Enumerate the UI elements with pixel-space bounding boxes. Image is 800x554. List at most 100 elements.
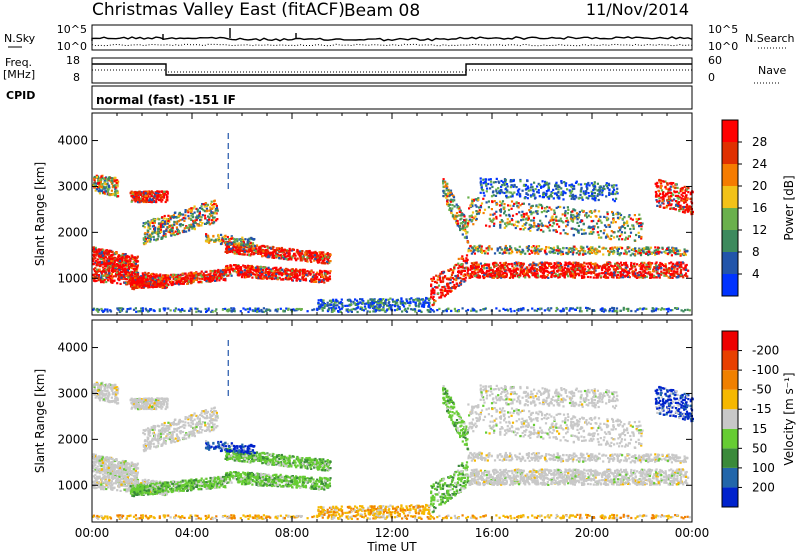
radar-echo-mark xyxy=(265,277,269,280)
radar-echo-mark xyxy=(184,209,187,212)
radar-echo-mark xyxy=(203,214,207,217)
radar-echo-mark xyxy=(320,251,323,254)
radar-echo-mark xyxy=(267,308,270,311)
radar-echo-mark xyxy=(600,272,603,275)
radar-echo-mark xyxy=(131,283,134,286)
radar-echo-mark xyxy=(202,203,205,206)
radar-echo-mark xyxy=(105,280,108,284)
radar-echo-mark xyxy=(200,224,203,227)
radar-echo-mark xyxy=(606,272,609,275)
radar-echo-mark xyxy=(176,227,179,230)
radar-echo-mark xyxy=(439,279,442,282)
radar-echo-mark xyxy=(143,282,146,285)
radar-echo-mark xyxy=(215,271,218,274)
radar-echo-mark xyxy=(295,279,298,282)
radar-echo-mark xyxy=(321,309,324,312)
radar-echo-mark xyxy=(176,276,179,279)
radar-echo-mark xyxy=(461,233,464,236)
radar-echo-mark xyxy=(193,211,196,214)
radar-echo-mark xyxy=(306,310,309,313)
radar-echo-mark xyxy=(142,237,145,240)
radar-echo-mark xyxy=(181,229,184,233)
radar-echo-mark xyxy=(115,258,118,261)
radar-echo-mark xyxy=(210,203,213,206)
radar-echo-mark xyxy=(321,275,324,278)
radar-echo-mark xyxy=(417,305,420,308)
sky-label: N.Sky xyxy=(4,32,36,45)
radar-echo-mark xyxy=(329,260,332,263)
radar-echo-mark xyxy=(138,192,141,196)
radar-echo-mark xyxy=(470,262,473,265)
power-marks xyxy=(92,133,694,314)
radar-echo-mark xyxy=(463,278,466,281)
radar-echo-mark xyxy=(204,217,207,220)
radar-echo-mark xyxy=(464,222,467,225)
radar-echo-mark xyxy=(92,257,95,260)
radar-echo-mark xyxy=(129,274,132,277)
radar-echo-mark xyxy=(211,207,214,210)
radar-echo-mark xyxy=(161,283,165,286)
radar-echo-mark xyxy=(160,200,163,203)
radar-echo-mark xyxy=(157,227,160,230)
radar-echo-mark xyxy=(215,279,218,282)
radar-echo-mark xyxy=(158,274,162,277)
radar-echo-mark xyxy=(686,269,690,272)
radar-echo-mark xyxy=(153,221,156,224)
radar-echo-mark xyxy=(315,252,318,255)
radar-echo-mark xyxy=(290,258,293,261)
radar-echo-mark xyxy=(267,266,270,269)
radar-echo-mark xyxy=(247,249,250,252)
radar-echo-mark xyxy=(652,269,655,273)
radar-echo-mark xyxy=(135,259,139,262)
radar-echo-mark xyxy=(457,267,460,270)
radar-echo-mark xyxy=(134,258,137,261)
radar-echo-mark xyxy=(214,203,217,206)
radar-echo-mark xyxy=(301,268,304,271)
radar-echo-mark xyxy=(92,262,95,265)
radar-echo-mark xyxy=(114,274,117,277)
radar-echo-mark xyxy=(492,274,495,277)
radar-echo-mark xyxy=(97,274,100,277)
radar-echo-mark xyxy=(199,280,202,283)
radar-echo-mark xyxy=(311,308,314,312)
radar-echo-mark xyxy=(161,221,164,224)
radar-echo-mark xyxy=(257,273,260,276)
radar-echo-mark xyxy=(214,209,217,212)
radar-echo-mark xyxy=(171,233,174,236)
radar-echo-mark xyxy=(171,227,174,230)
radar-echo-mark xyxy=(265,248,268,252)
radar-echo-mark xyxy=(126,254,129,258)
radar-echo-mark xyxy=(327,308,330,311)
radar-echo-mark xyxy=(153,309,156,313)
radar-echo-mark xyxy=(197,274,200,277)
radar-echo-mark xyxy=(181,223,185,227)
radar-echo-mark xyxy=(95,259,98,263)
radar-echo-mark xyxy=(132,261,135,264)
freq-tick-top: 18 xyxy=(66,54,80,67)
radar-echo-mark xyxy=(117,258,120,261)
radar-echo-mark xyxy=(441,293,444,297)
radar-echo-mark xyxy=(131,278,134,282)
radar-echo-mark xyxy=(97,268,100,271)
radar-echo-mark xyxy=(144,285,147,288)
radar-echo-mark xyxy=(117,195,120,198)
radar-echo-mark xyxy=(291,279,294,282)
radar-echo-mark xyxy=(190,225,193,228)
radar-echo-mark xyxy=(92,246,95,249)
radar-echo-mark xyxy=(131,255,134,258)
radar-echo-mark xyxy=(310,270,313,273)
radar-echo-mark xyxy=(332,298,335,301)
radar-echo-mark xyxy=(184,214,187,217)
radar-echo-mark xyxy=(344,304,347,307)
radar-echo-mark xyxy=(132,288,136,291)
radar-echo-mark xyxy=(452,286,455,289)
radar-echo-mark xyxy=(127,273,130,276)
radar-echo-mark xyxy=(353,302,356,305)
radar-echo-mark xyxy=(161,198,164,201)
radar-echo-mark xyxy=(185,225,188,228)
radar-echo-mark xyxy=(645,275,648,278)
radar-echo-mark xyxy=(205,279,208,282)
radar-echo-mark xyxy=(317,299,320,302)
radar-echo-mark xyxy=(222,271,225,274)
radar-echo-mark xyxy=(174,310,177,313)
